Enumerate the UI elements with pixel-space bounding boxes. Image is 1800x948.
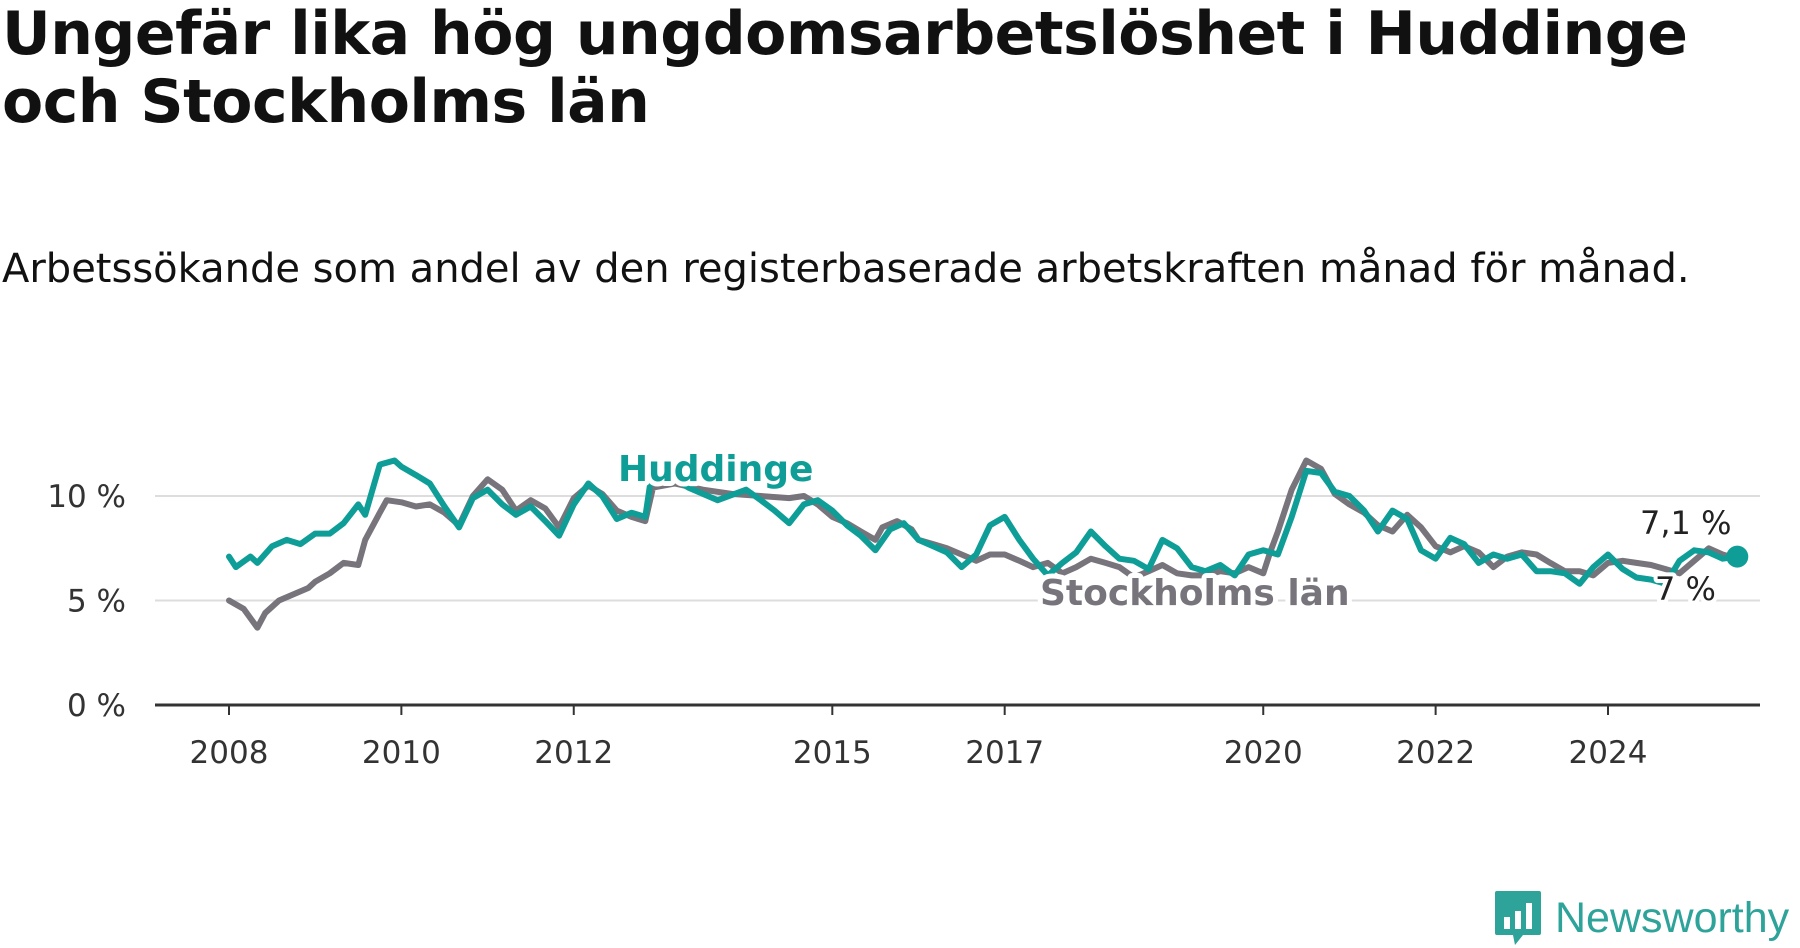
end-value-huddinge: 7,1 %: [1640, 504, 1731, 542]
series-label-huddinge: Huddinge: [618, 449, 813, 490]
x-tick-label: 2020: [1224, 735, 1303, 771]
end-point-marker: [1726, 545, 1749, 568]
x-tick-label: 2008: [190, 735, 269, 771]
y-axis-ticks: 0 % 5 % 10 %: [47, 479, 126, 724]
y-tick-label: 5 %: [67, 584, 126, 620]
y-tick-label: 10 %: [47, 479, 126, 515]
x-tick-label: 2024: [1569, 735, 1648, 771]
x-tick-label: 2015: [793, 735, 872, 771]
series-line-huddinge: [226, 457, 1741, 587]
x-tick-label: 2010: [362, 735, 441, 771]
brand-name: Newsworthy: [1555, 893, 1790, 942]
series-label-stockholm: Stockholms län: [1040, 573, 1350, 614]
y-tick-label: 0 %: [67, 688, 126, 724]
chart-title: Ungefär lika hög ungdomsarbetslöshet i H…: [2, 0, 1688, 137]
brand-logo: Newsworthy: [1493, 888, 1789, 948]
x-axis-ticks: 2008 2010 2012 2015 2017 2020 2022 2024: [190, 705, 1648, 771]
x-tick-label: 2012: [534, 735, 613, 771]
gridlines: [155, 495, 1760, 707]
x-tick-label: 2022: [1396, 735, 1475, 771]
chart-subtitle: Arbetssökande som andel av den registerb…: [2, 246, 1690, 292]
series-labels: Huddinge Stockholms län 7,1 % 7 %: [613, 444, 1735, 619]
newsworthy-logo-icon: [1495, 891, 1541, 945]
x-tick-label: 2017: [965, 735, 1044, 771]
end-value-stockholm: 7 %: [1655, 570, 1716, 608]
series-lines: [226, 457, 1741, 631]
